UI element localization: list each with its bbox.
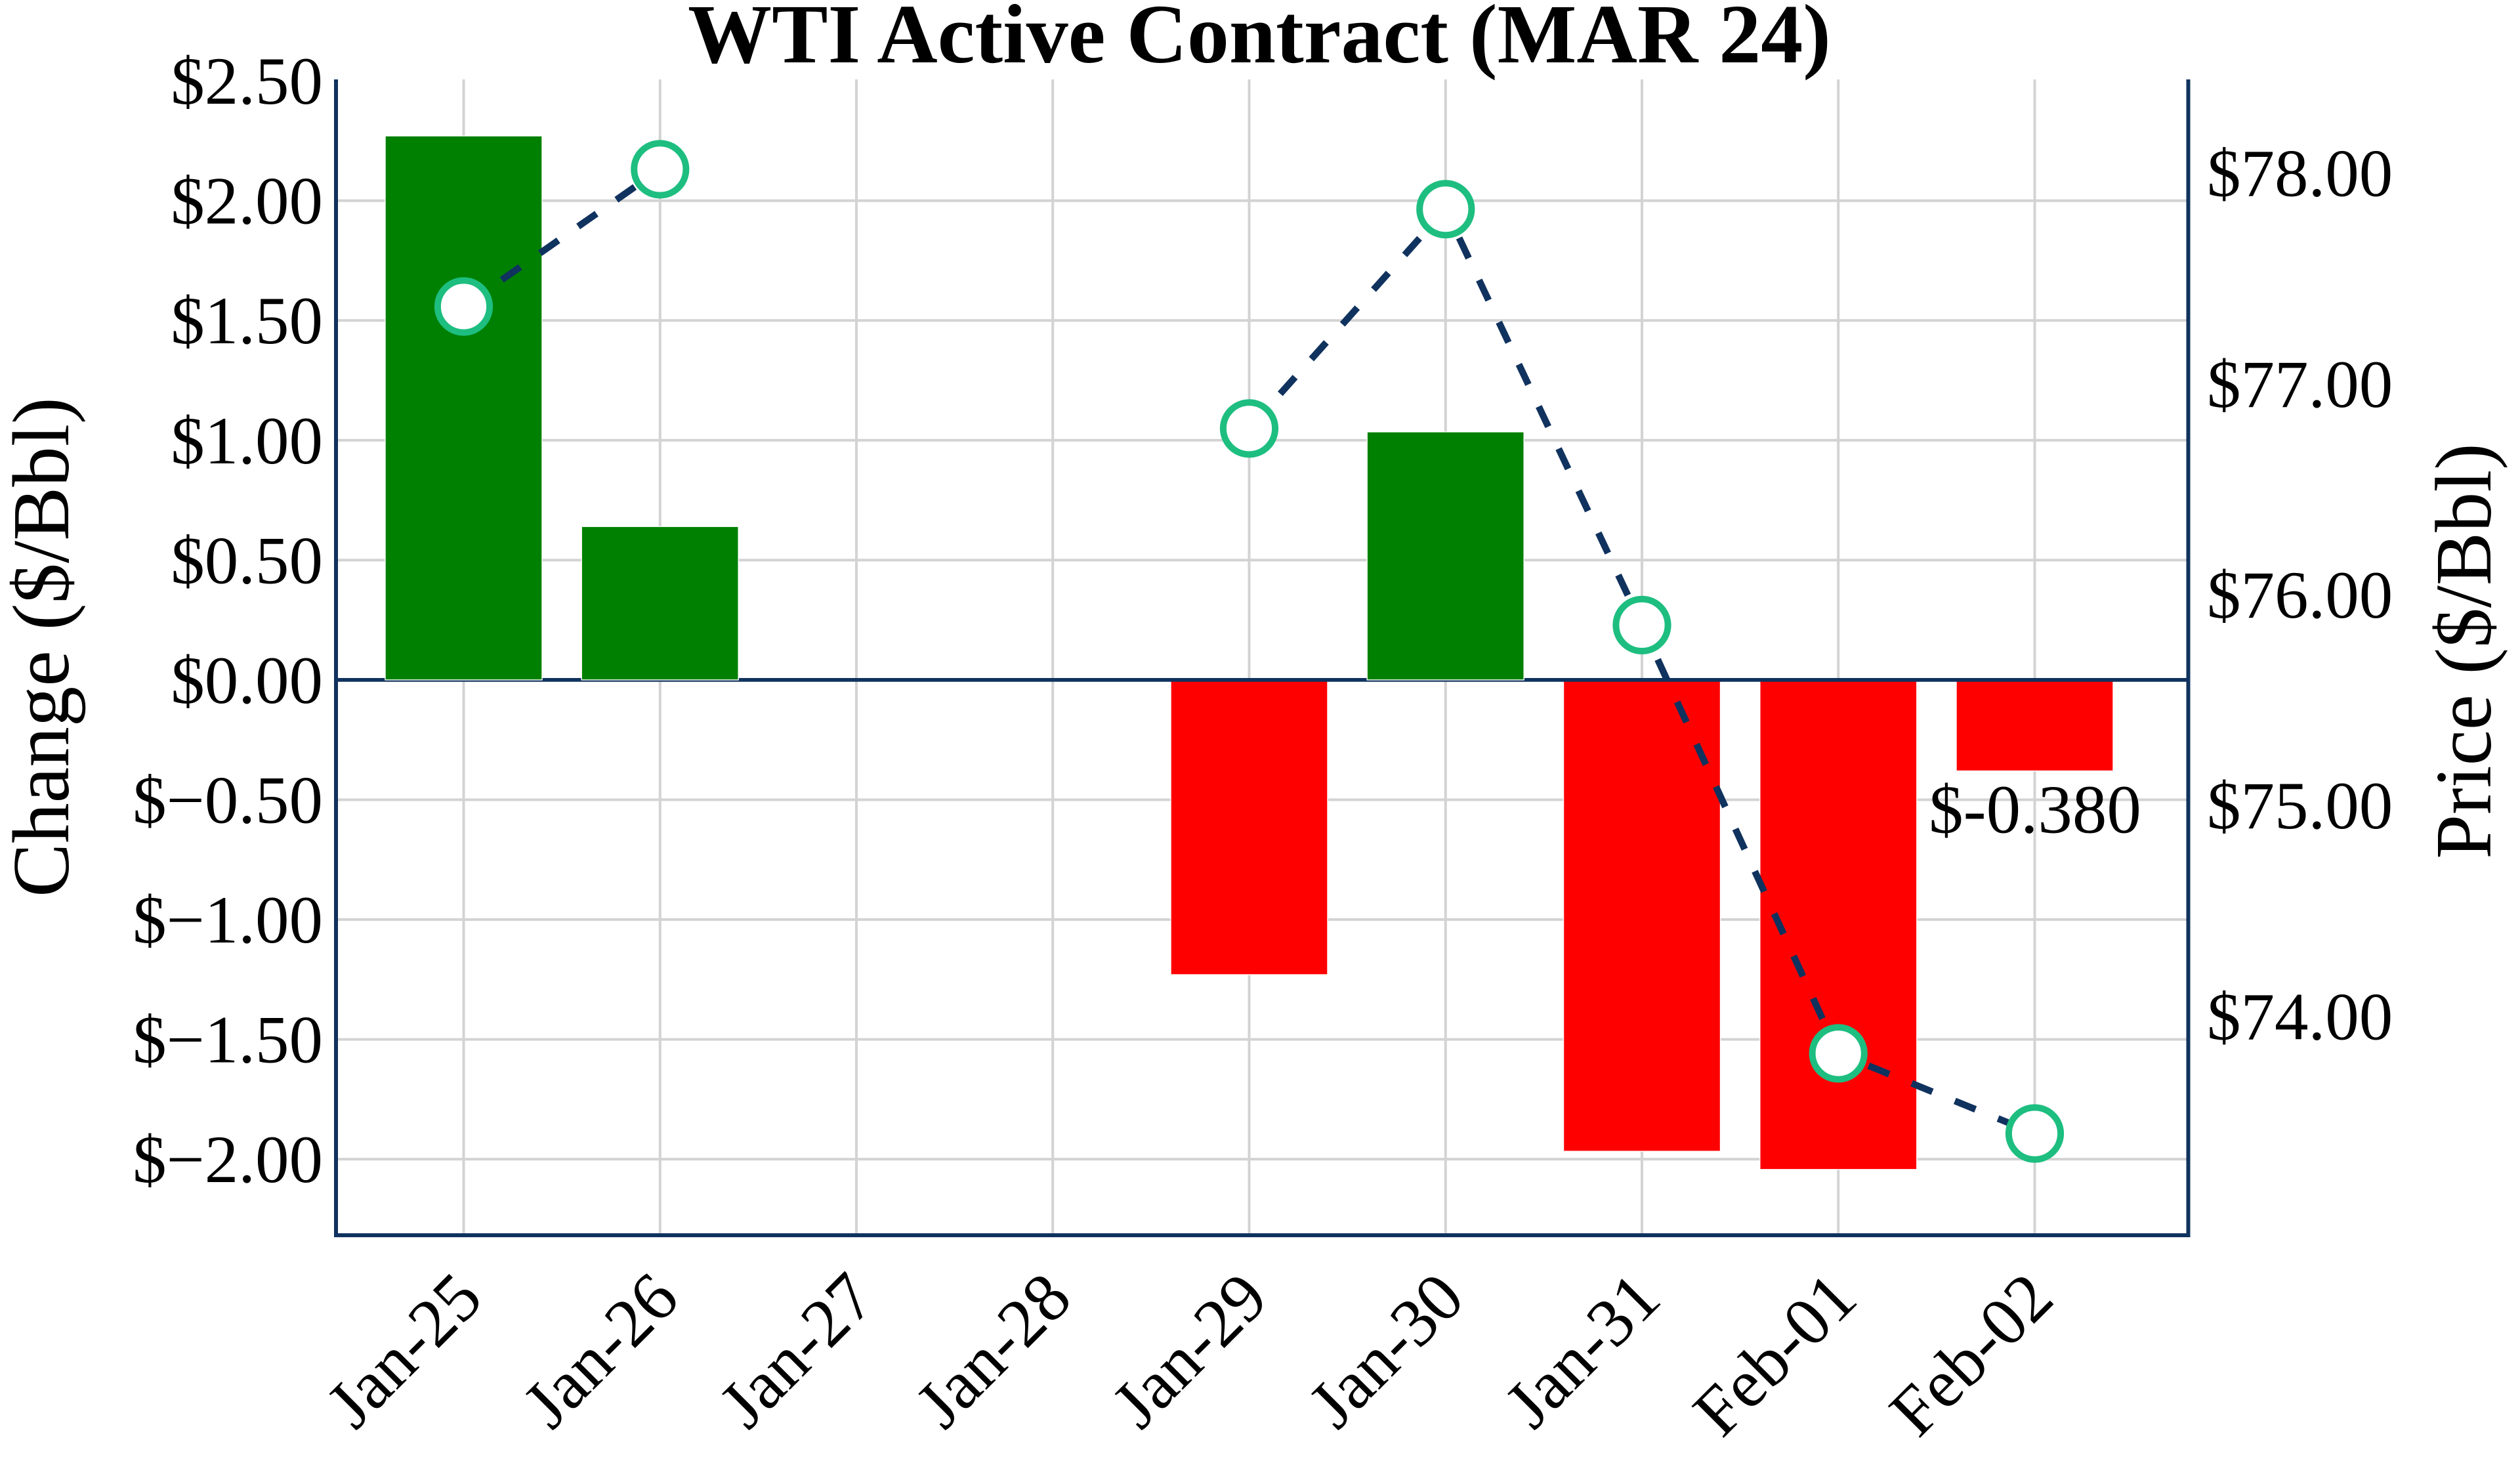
svg-text:Price ($/Bbl): Price ($/Bbl) — [2420, 443, 2508, 859]
svg-text:$1.50: $1.50 — [171, 284, 323, 358]
svg-text:$75.00: $75.00 — [2207, 769, 2393, 843]
svg-text:$74.00: $74.00 — [2207, 980, 2393, 1055]
svg-text:$78.00: $78.00 — [2207, 137, 2393, 211]
svg-text:$-0.380: $-0.380 — [1929, 771, 2141, 848]
svg-text:$76.00: $76.00 — [2207, 558, 2393, 633]
svg-text:$0.00: $0.00 — [171, 643, 323, 718]
svg-text:$2.50: $2.50 — [171, 44, 323, 119]
svg-text:$77.00: $77.00 — [2207, 347, 2393, 422]
svg-text:$2.00: $2.00 — [171, 164, 323, 239]
svg-text:$−0.50: $−0.50 — [133, 763, 323, 838]
svg-text:WTI Active Contract (MAR 24): WTI Active Contract (MAR 24) — [688, 0, 1831, 81]
svg-text:$0.50: $0.50 — [171, 523, 323, 598]
svg-text:Change ($/Bbl): Change ($/Bbl) — [0, 397, 86, 897]
svg-text:$−1.00: $−1.00 — [133, 883, 323, 958]
svg-text:$−2.00: $−2.00 — [133, 1122, 323, 1197]
svg-text:$−1.50: $−1.50 — [133, 1003, 323, 1078]
svg-text:$1.00: $1.00 — [171, 404, 323, 478]
